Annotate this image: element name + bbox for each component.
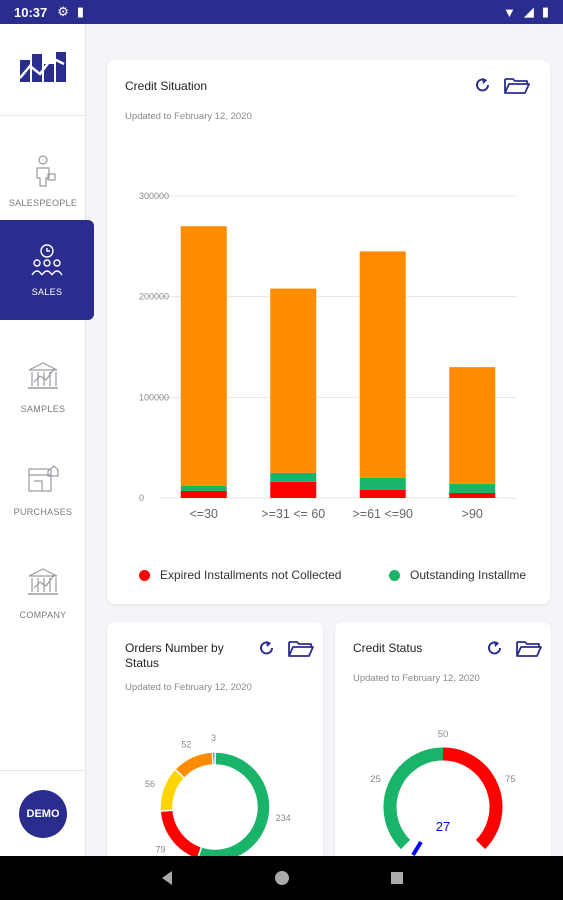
x-tick-label: >=61 <=90 [353,507,414,521]
y-tick-label: 0 [139,493,144,503]
refresh-icon[interactable] [485,638,505,658]
gauge-band [442,747,503,850]
gauge-band [383,747,444,850]
y-tick-label: 300000 [139,191,169,201]
status-time: 10:37 [14,4,48,20]
system-nav-bar [0,856,563,900]
bank-chart-icon [28,362,58,389]
salesperson-icon [36,155,56,187]
store-icon [28,465,59,492]
updated-date: Updated to February 12, 2020 [353,673,480,684]
legend-label: Expired Installments not Collected [160,568,342,582]
app-logo[interactable] [18,50,68,84]
gauge-value: 27 [436,819,450,834]
updated-date: Updated to February 12, 2020 [125,111,252,122]
sidebar-item-label: SALESPEOPLE [8,198,78,208]
legend-item-outstanding: Outstanding Installme [389,568,526,582]
bar-segment [449,492,496,498]
gauge-tick-label: 25 [370,774,381,785]
bar-segment [180,485,227,491]
bar-segment [359,477,406,490]
bar-segment [180,490,227,498]
bar-segment [449,483,496,493]
sidebar-item-company[interactable]: COMPANY [0,543,86,643]
refresh-icon[interactable] [257,638,277,658]
bar-segment [270,481,317,498]
credit-status-card: Credit Status Updated to February 12, 20… [335,622,551,882]
card-title: Credit Situation [125,79,208,93]
gauge-tick-label: 75 [505,774,516,785]
battery-icon: ▮ [541,4,549,19]
sidebar-item-purchases[interactable]: PURCHASES [0,440,86,540]
back-icon[interactable] [160,870,174,886]
settings-icon: ⚙ [57,4,69,19]
updated-date: Updated to February 12, 2020 [125,682,252,693]
status-bar: 10:37 ⚙ ▮ ▼ ◢ ▮ [0,0,563,24]
credit-gauge-chart: 25 50 75 27 [370,729,516,857]
bar-segment [270,472,317,482]
credit-situation-chart: 0 100000 200000 300000 <=30 >=31 <= 60 >=61 <=… [139,191,517,521]
x-tick-label: >90 [462,507,483,521]
folder-open-icon[interactable] [515,638,543,658]
home-icon[interactable] [274,870,290,886]
credit-situation-card: Credit Situation Updated to February 12,… [107,60,550,604]
slice-label: 52 [181,739,191,749]
bar-segment [359,251,406,478]
sidebar-item-label: SALES [31,287,63,297]
slice-label: 234 [276,813,291,823]
recents-icon[interactable] [390,871,404,885]
donut-slice [211,751,216,766]
bar-segment [180,226,227,486]
legend-dot [389,569,400,581]
wifi-icon: ▼ [502,4,516,20]
sidebar-item-samples[interactable]: SAMPLES [0,337,86,437]
slice-label: 56 [145,779,155,789]
legend-label: Outstanding Installme [410,568,527,582]
card-title: Credit Status [353,641,423,655]
x-tick-label: <=30 [189,507,218,521]
sidebar-item-sales[interactable]: SALES [0,220,94,320]
sidebar-item-salespeople[interactable]: SALESPEOPLE [0,131,86,231]
gauge-needle [411,840,423,857]
folder-open-icon[interactable] [287,638,315,658]
bar-segment [270,288,317,473]
refresh-icon[interactable] [473,75,493,95]
legend-dot [139,569,150,581]
card-title: Orders Number by Status [125,641,224,670]
donut-slice [196,751,271,863]
orders-status-card: Orders Number by Status Updated to Febru… [107,622,323,882]
donut-slice [159,809,203,861]
sidebar-divider [0,770,86,771]
slice-label: 79 [155,844,165,854]
y-tick-label: 100000 [139,392,169,402]
avatar[interactable]: DEMO [19,790,67,838]
sidebar: SALESPEOPLE SALES SAMPLES PURCHASES [0,24,94,856]
donut-slice [173,751,214,780]
sidebar-item-label: COMPANY [19,610,67,620]
bar-segment [359,489,406,498]
sales-team-icon [31,244,63,276]
gauge-tick-label: 50 [438,729,449,740]
x-tick-label: >=31 <= 60 [261,507,325,521]
y-tick-label: 200000 [139,292,169,302]
signal-icon: ◢ [523,4,534,19]
sd-card-icon: ▮ [76,4,85,19]
sidebar-divider [0,115,86,116]
slice-label: 3 [211,733,216,743]
bar-segment [449,367,496,484]
legend-item-expired: Expired Installments not Collected [139,568,341,582]
folder-open-icon[interactable] [503,75,531,95]
sidebar-item-label: SAMPLES [20,404,66,414]
company-building-icon [28,568,58,595]
sidebar-item-label: PURCHASES [13,507,73,517]
